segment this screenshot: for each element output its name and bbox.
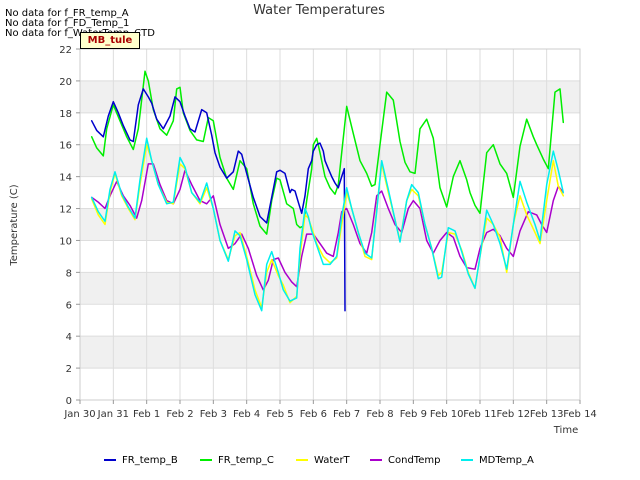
- x-tick-label: Feb 10: [430, 409, 464, 420]
- x-tick-label: Feb 4: [233, 409, 260, 420]
- background-band: [80, 272, 580, 305]
- y-tick-label: 4: [66, 332, 72, 343]
- background-band: [80, 208, 580, 241]
- legend-label: FR_temp_B: [122, 455, 178, 466]
- plot-area: [79, 48, 581, 401]
- x-tick-label: Feb 12: [497, 409, 531, 420]
- legend-item-mdtemp-a: MDTemp_A: [461, 453, 534, 469]
- legend-label: MDTemp_A: [479, 455, 534, 466]
- x-tick-label: Feb 7: [333, 409, 360, 420]
- x-axis-label: Time: [553, 425, 578, 436]
- x-tick-label: Jan 31: [97, 409, 129, 420]
- y-axis-label: Temperature (C): [9, 184, 20, 266]
- x-tick-label: Feb 11: [463, 409, 497, 420]
- legend-swatch: [200, 459, 212, 461]
- y-tick-label: 0: [66, 396, 72, 407]
- grid-lines: [79, 48, 581, 401]
- legend: FR_temp_B FR_temp_C WaterT CondTemp MDTe…: [0, 453, 640, 469]
- x-tick-label: Feb 6: [300, 409, 327, 420]
- legend-item-watert: WaterT: [296, 453, 350, 469]
- legend-swatch: [104, 459, 116, 461]
- x-tick-label: Feb 13: [530, 409, 564, 420]
- y-tick-label: 20: [59, 77, 72, 88]
- background-band: [80, 336, 580, 369]
- y-tick-label: 16: [59, 141, 72, 152]
- legend-item-fr-temp-c: FR_temp_C: [200, 453, 274, 469]
- plot-background-bands: [80, 80, 580, 369]
- y-tick-label: 2: [66, 364, 72, 375]
- legend-label: FR_temp_C: [218, 455, 274, 466]
- x-tick-label: Feb 3: [200, 409, 227, 420]
- y-tick-label: 12: [59, 205, 72, 216]
- x-tick-label: Feb 5: [266, 409, 293, 420]
- y-tick-label: 14: [59, 173, 72, 184]
- x-tick-label: Feb 8: [366, 409, 393, 420]
- x-tick-label: Feb 2: [166, 409, 193, 420]
- series-lines: [90, 70, 565, 312]
- background-band: [80, 80, 580, 113]
- legend-label: WaterT: [314, 455, 350, 466]
- legend-item-condtemp: CondTemp: [370, 453, 440, 469]
- y-tick-label: 8: [66, 268, 72, 279]
- y-tick-label: 22: [59, 45, 72, 56]
- y-axis-ticks: 0 2 4 6 8 10 12 14 16 18 20 22: [59, 45, 80, 407]
- series-line-fr-temp-c: [90, 70, 565, 235]
- series-line-mdtemp-a: [90, 137, 565, 312]
- x-tick-label: Feb 14: [563, 409, 597, 420]
- legend-label: CondTemp: [388, 455, 441, 466]
- y-tick-label: 10: [59, 236, 72, 247]
- legend-swatch: [461, 459, 473, 461]
- x-axis-ticks: Jan 30 Jan 31 Feb 1 Feb 2 Feb 3 Feb 4 Feb 5 Feb…: [63, 400, 597, 420]
- legend-item-fr-temp-b: FR_temp_B: [104, 453, 178, 469]
- x-tick-label: Jan 30: [63, 409, 95, 420]
- y-tick-label: 6: [66, 300, 72, 311]
- no-data-message: No data for f_FR_temp_A: [5, 8, 129, 19]
- y-tick-label: 18: [59, 109, 72, 120]
- chart-title: Water Temperatures: [253, 3, 385, 18]
- series-line-fr-temp-b: [90, 88, 346, 312]
- x-tick-label: Feb 1: [133, 409, 160, 420]
- no-data-message: No data for f_FD_Temp_1: [5, 18, 130, 29]
- site-label-box: MB_tule: [80, 32, 140, 49]
- legend-swatch: [296, 459, 308, 461]
- x-tick-label: Feb 9: [400, 409, 427, 420]
- legend-swatch: [370, 459, 382, 461]
